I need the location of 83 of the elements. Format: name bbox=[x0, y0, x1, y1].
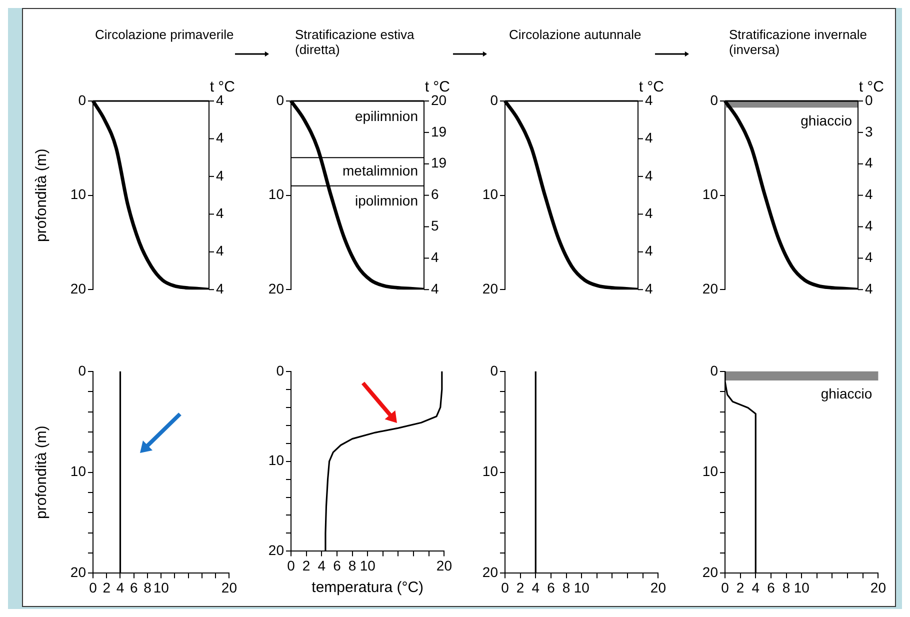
text: 4 bbox=[645, 242, 653, 259]
x-tick-label: 0 bbox=[721, 579, 730, 596]
text: 4 bbox=[431, 249, 439, 266]
x-tick-label: 4 bbox=[318, 557, 326, 574]
text: 4 bbox=[865, 249, 873, 266]
x-tick-label: 2 bbox=[516, 579, 524, 596]
text: 4 bbox=[216, 280, 224, 296]
y-tick-label: 0 bbox=[276, 92, 284, 108]
y-tick-label: 20 bbox=[70, 280, 86, 296]
x-tick-label: 10 bbox=[360, 557, 376, 574]
y-tick-label: 0 bbox=[490, 362, 498, 378]
x-tick-label: 8 bbox=[562, 579, 570, 596]
x-tick-label: 20 bbox=[436, 557, 452, 574]
x-tick-label: 6 bbox=[547, 579, 556, 596]
y-tick-label: 0 bbox=[490, 92, 498, 108]
text: 3 bbox=[865, 123, 873, 140]
x-tick-label: 2 bbox=[302, 557, 310, 574]
chart-title: Stratificazione estiva (diretta) bbox=[295, 27, 416, 59]
y-tick-label: 0 bbox=[710, 362, 718, 378]
y-tick-label: 10 bbox=[70, 186, 86, 202]
x-tick-label: 8 bbox=[348, 557, 356, 574]
text: 4 bbox=[645, 130, 653, 146]
text: 4 bbox=[645, 205, 653, 222]
x-tick-label: 10 bbox=[574, 579, 590, 596]
y-tick-label: 10 bbox=[70, 463, 86, 480]
x-tick-label: 10 bbox=[153, 579, 170, 596]
y-tick-label: 0 bbox=[710, 92, 718, 108]
text: 4 bbox=[431, 280, 439, 296]
text: 4 bbox=[865, 186, 873, 202]
y-tick-label: 10 bbox=[482, 186, 498, 202]
x-tick-label: 0 bbox=[501, 579, 510, 596]
x-tick-label: 0 bbox=[89, 579, 98, 596]
x-tick-label: 8 bbox=[782, 579, 790, 596]
x-tick-label: 20 bbox=[870, 579, 886, 596]
text: 4 bbox=[645, 167, 653, 184]
text: 6 bbox=[431, 186, 439, 202]
x-tick-label: 6 bbox=[333, 557, 342, 574]
x-tick-label: 10 bbox=[794, 579, 810, 596]
text: 19 bbox=[431, 154, 447, 171]
y-tick-label: 20 bbox=[268, 280, 284, 296]
x-tick-label: 6 bbox=[767, 579, 776, 596]
y-tick-label: 10 bbox=[268, 186, 284, 202]
text: 4 bbox=[865, 280, 873, 296]
chart-title: Circolazione primaverile bbox=[95, 27, 235, 44]
y-tick-label: 0 bbox=[78, 92, 86, 108]
text: 5 bbox=[431, 218, 439, 234]
chart-title: Stratificazione invernale (inversa) bbox=[729, 27, 868, 59]
x-tick-label: 0 bbox=[287, 557, 296, 574]
annotation: epilimnion bbox=[354, 108, 418, 124]
y-tick-label: 10 bbox=[482, 463, 498, 480]
y-tick-label: 10 bbox=[702, 463, 718, 480]
y-axis-title: profondità (m) bbox=[33, 148, 50, 242]
y-tick-label: 20 bbox=[268, 542, 284, 558]
x-tick-label: 4 bbox=[532, 579, 540, 596]
annotation: ipolimnion bbox=[354, 192, 418, 209]
x-tick-label: 6 bbox=[130, 579, 138, 596]
text: 4 bbox=[645, 280, 653, 296]
band-label: ghiaccio bbox=[820, 385, 872, 402]
y-tick-label: 20 bbox=[702, 280, 718, 296]
text: 4 bbox=[216, 242, 224, 259]
text: 19 bbox=[431, 123, 447, 140]
annotation: metalimnion bbox=[342, 162, 418, 179]
text: 4 bbox=[216, 130, 224, 146]
text: 4 bbox=[865, 218, 873, 234]
y-tick-label: 20 bbox=[482, 280, 498, 296]
x-tick-label: 20 bbox=[221, 579, 238, 596]
band-label: ghiaccio bbox=[800, 112, 852, 128]
x-tick-label: 2 bbox=[102, 579, 111, 596]
text: 4 bbox=[865, 154, 873, 171]
y-tick-label: 10 bbox=[702, 186, 718, 202]
x-tick-label: 2 bbox=[736, 579, 744, 596]
x-tick-label: 8 bbox=[144, 579, 152, 596]
x-tick-label: 4 bbox=[752, 579, 760, 596]
x-axis-title: temperatura (°C) bbox=[312, 579, 424, 596]
y-tick-label: 10 bbox=[268, 452, 284, 468]
chart-title: Circolazione autunnale bbox=[509, 27, 642, 44]
text: 4 bbox=[216, 167, 224, 184]
x-tick-label: 4 bbox=[116, 579, 124, 596]
text: 4 bbox=[216, 205, 224, 222]
y-tick-label: 0 bbox=[78, 362, 86, 378]
x-tick-label: 20 bbox=[650, 579, 666, 596]
y-axis-title: profondità (m) bbox=[33, 426, 50, 519]
y-tick-label: 0 bbox=[276, 362, 284, 378]
